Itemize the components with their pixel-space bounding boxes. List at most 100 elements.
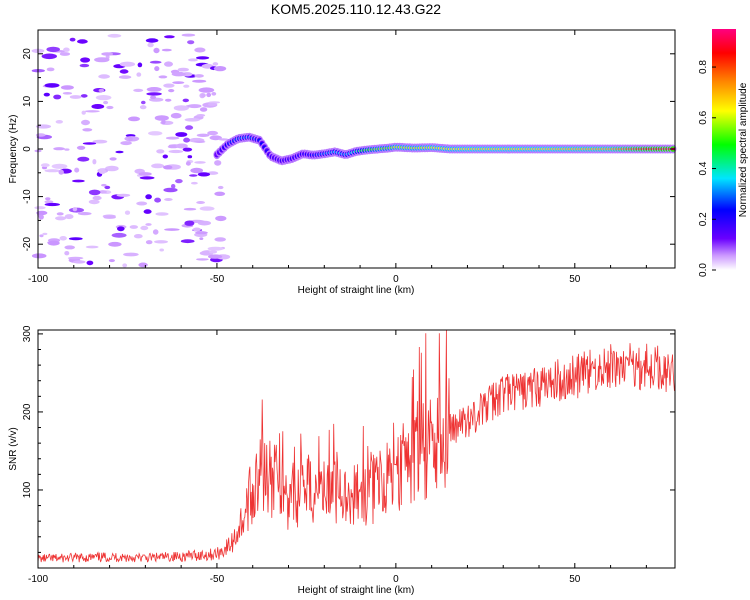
noise-blob — [43, 92, 50, 97]
noise-blob — [124, 210, 131, 215]
noise-blob — [133, 88, 144, 92]
spectrogram-y-tick-label: 0 — [22, 146, 33, 152]
noise-blob — [182, 98, 189, 103]
noise-blob — [161, 119, 166, 125]
noise-blob — [187, 40, 195, 45]
noise-blob — [152, 229, 159, 235]
spectrogram-x-tick-label: 0 — [393, 274, 399, 285]
noise-blob — [196, 56, 210, 60]
noise-blob — [171, 71, 186, 77]
noise-blob — [98, 88, 105, 93]
noise-blob — [115, 150, 124, 154]
noise-blob — [55, 216, 67, 221]
noise-blob — [53, 147, 65, 151]
noise-blob — [164, 198, 173, 201]
noise-blob — [141, 100, 146, 105]
noise-blob — [145, 38, 159, 43]
noise-blob — [189, 174, 198, 177]
noise-blob — [168, 149, 184, 154]
noise-blob — [53, 94, 62, 100]
noise-blob — [185, 125, 194, 130]
noise-blob — [208, 250, 218, 254]
noise-blob — [207, 130, 219, 136]
noise-blob — [41, 53, 57, 60]
noise-blob — [55, 120, 63, 124]
noise-blob — [72, 207, 78, 212]
noise-blob — [175, 143, 188, 149]
noise-blob — [39, 234, 44, 238]
noise-blob — [82, 128, 93, 132]
noise-blob — [207, 246, 224, 251]
noise-blob — [154, 240, 168, 244]
noise-blob — [98, 190, 107, 194]
noise-blob — [194, 161, 206, 164]
noise-blob — [184, 118, 200, 122]
spectrogram-y-label: Frequency (Hz) — [8, 115, 19, 184]
noise-blob — [183, 207, 197, 211]
snr-y-tick-label: 300 — [22, 325, 33, 342]
snr-series-line — [37, 329, 675, 563]
noise-blob — [64, 148, 70, 151]
noise-blob — [171, 184, 176, 189]
noise-blob — [163, 165, 173, 170]
noise-blob — [122, 263, 128, 268]
noise-blob — [36, 210, 48, 216]
colorbar-gradient — [712, 29, 736, 270]
noise-blob — [63, 47, 70, 52]
noise-blob — [164, 35, 175, 39]
noise-blob — [206, 92, 212, 98]
noise-blob — [44, 83, 60, 88]
noise-blob — [151, 163, 165, 169]
noise-blob — [208, 254, 223, 259]
noise-blob — [201, 93, 206, 98]
noise-blob — [34, 206, 46, 210]
noise-blob — [154, 115, 169, 121]
noise-blob — [207, 102, 218, 106]
noise-blob — [163, 83, 175, 88]
noise-blob — [196, 258, 209, 261]
noise-blob — [95, 95, 112, 101]
noise-blob — [88, 189, 101, 196]
noise-blob — [181, 33, 196, 37]
noise-blob — [213, 66, 227, 72]
noise-blob — [84, 110, 100, 113]
noise-blob — [168, 89, 175, 93]
noise-blob — [192, 79, 207, 83]
noise-blob — [92, 159, 97, 165]
noise-blob — [175, 132, 188, 137]
noise-blob — [183, 137, 191, 143]
noise-blob — [47, 240, 60, 246]
noise-blob — [146, 87, 162, 92]
noise-blob — [77, 212, 92, 216]
spectrogram-x-label: Height of straight line (km) — [298, 285, 415, 296]
noise-blob — [133, 234, 143, 239]
noise-blob — [180, 239, 195, 244]
noise-blob — [193, 140, 206, 143]
noise-blob — [46, 67, 55, 72]
noise-blob — [139, 176, 155, 180]
noise-blob — [44, 202, 60, 207]
noise-blob — [177, 67, 189, 72]
noise-blob — [162, 154, 168, 159]
noise-blob — [58, 169, 64, 175]
snr-frame — [37, 329, 676, 569]
noise-blob — [109, 157, 117, 161]
noise-blob — [82, 142, 97, 145]
noise-blob — [81, 110, 86, 115]
noise-blob — [120, 141, 132, 146]
snr-y-label: SNR (v/v) — [8, 427, 19, 470]
noise-blob — [103, 216, 116, 219]
noise-blob — [85, 245, 99, 249]
noise-blob — [86, 260, 94, 266]
noise-blob — [199, 206, 215, 211]
noise-blob — [56, 212, 64, 216]
noise-blob — [59, 52, 71, 56]
noise-blob — [64, 214, 74, 220]
noise-blob — [69, 37, 76, 42]
noise-blob — [108, 241, 122, 247]
noise-blob — [67, 256, 84, 260]
colorbar-tick-label: 0.2 — [698, 212, 709, 226]
noise-blob — [175, 179, 183, 184]
noise-blob — [136, 201, 148, 206]
